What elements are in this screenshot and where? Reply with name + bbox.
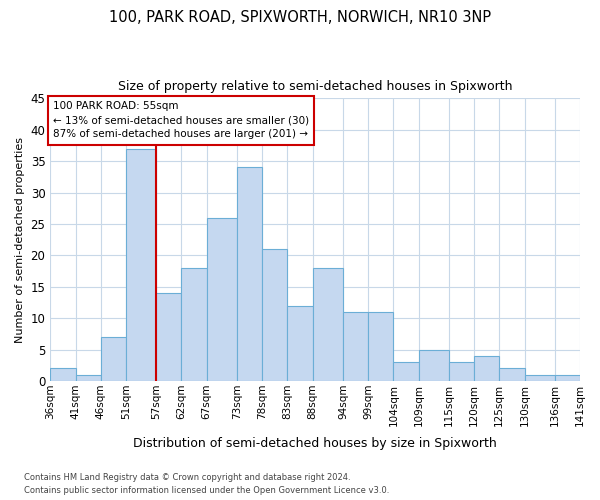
X-axis label: Distribution of semi-detached houses by size in Spixworth: Distribution of semi-detached houses by … <box>133 437 497 450</box>
Bar <box>287 306 313 381</box>
Bar <box>343 312 368 381</box>
Bar <box>555 374 580 381</box>
Bar <box>262 249 287 381</box>
Text: 100, PARK ROAD, SPIXWORTH, NORWICH, NR10 3NP: 100, PARK ROAD, SPIXWORTH, NORWICH, NR10… <box>109 10 491 25</box>
Bar <box>126 148 156 381</box>
Bar <box>206 218 237 381</box>
Bar <box>76 374 101 381</box>
Bar <box>474 356 499 381</box>
Text: Contains HM Land Registry data © Crown copyright and database right 2024.
Contai: Contains HM Land Registry data © Crown c… <box>24 474 389 495</box>
Bar <box>419 350 449 381</box>
Title: Size of property relative to semi-detached houses in Spixworth: Size of property relative to semi-detach… <box>118 80 512 93</box>
Text: 100 PARK ROAD: 55sqm
← 13% of semi-detached houses are smaller (30)
87% of semi-: 100 PARK ROAD: 55sqm ← 13% of semi-detac… <box>53 102 309 140</box>
Bar <box>181 268 206 381</box>
Y-axis label: Number of semi-detached properties: Number of semi-detached properties <box>15 136 25 342</box>
Bar <box>50 368 76 381</box>
Bar <box>449 362 474 381</box>
Bar <box>101 337 126 381</box>
Bar <box>499 368 524 381</box>
Bar <box>394 362 419 381</box>
Bar <box>156 293 181 381</box>
Bar <box>368 312 394 381</box>
Bar <box>237 168 262 381</box>
Bar <box>524 374 555 381</box>
Bar <box>313 268 343 381</box>
